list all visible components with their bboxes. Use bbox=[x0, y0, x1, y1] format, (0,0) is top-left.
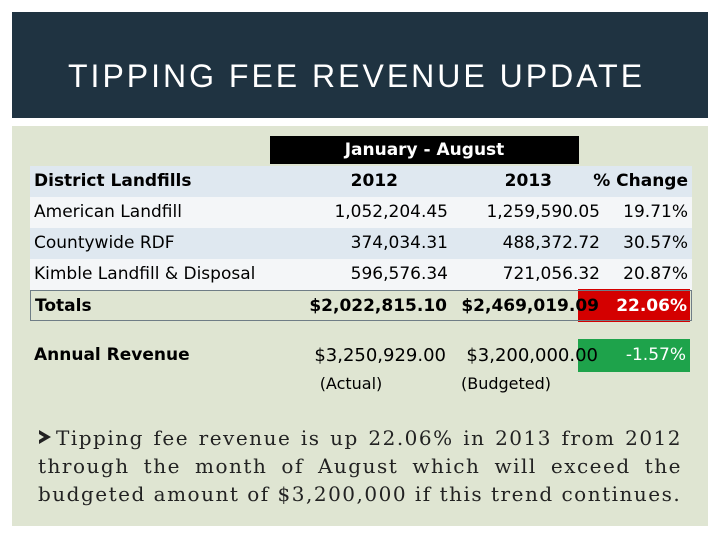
arrow-bullet-icon bbox=[38, 424, 56, 452]
row-name: Countywide RDF bbox=[34, 233, 175, 253]
row-2012: 1,052,204.45 bbox=[334, 202, 448, 222]
header-change: % Change bbox=[593, 171, 688, 191]
actual-note: (Actual) bbox=[319, 374, 383, 393]
row-2013: 488,372.72 bbox=[502, 233, 600, 253]
row-2012: 374,034.31 bbox=[350, 233, 448, 253]
header-district: District Landfills bbox=[34, 171, 192, 191]
title-bar: TIPPING FEE REVENUE UPDATE bbox=[12, 12, 708, 118]
budgeted-note: (Budgeted) bbox=[460, 374, 552, 393]
bullet-text: Tipping fee revenue is up 22.06% in 2013… bbox=[38, 426, 682, 506]
totals-row: Totals $2,022,815.10 $2,469,019.09 22.06… bbox=[30, 290, 692, 321]
row-2012: 596,576.34 bbox=[350, 264, 448, 284]
row-change: 20.87% bbox=[623, 264, 688, 284]
annual-change-highlight bbox=[578, 339, 690, 372]
table-header-row: District Landfills 2012 2013 % Change bbox=[30, 166, 692, 197]
annual-change: -1.57% bbox=[625, 345, 686, 365]
row-name: Kimble Landfill & Disposal bbox=[34, 264, 256, 284]
annual-budgeted: $3,200,000.00 bbox=[466, 345, 598, 366]
totals-change-highlight bbox=[578, 289, 690, 322]
header-2013: 2013 bbox=[504, 171, 552, 191]
totals-2012: $2,022,815.10 bbox=[309, 296, 447, 316]
table-row: American Landfill 1,052,204.45 1,259,590… bbox=[30, 197, 692, 228]
row-change: 30.57% bbox=[623, 233, 688, 253]
annual-actual: $3,250,929.00 bbox=[314, 345, 446, 366]
table-row: Countywide RDF 374,034.31 488,372.72 30.… bbox=[30, 228, 692, 259]
row-name: American Landfill bbox=[34, 202, 182, 222]
annual-label: Annual Revenue bbox=[34, 345, 190, 365]
table-row: Kimble Landfill & Disposal 596,576.34 72… bbox=[30, 259, 692, 290]
period-header: January - August bbox=[270, 136, 579, 164]
row-change: 19.71% bbox=[623, 202, 688, 222]
slide-title: TIPPING FEE REVENUE UPDATE bbox=[68, 58, 646, 94]
bullet-item: Tipping fee revenue is up 22.06% in 2013… bbox=[38, 424, 682, 508]
annual-revenue-row: Annual Revenue $3,250,929.00 $3,200,000.… bbox=[30, 339, 692, 372]
row-2013: 721,056.32 bbox=[502, 264, 600, 284]
header-2012: 2012 bbox=[350, 171, 398, 191]
row-2013: 1,259,590.05 bbox=[486, 202, 600, 222]
totals-change: 22.06% bbox=[616, 296, 687, 316]
totals-label: Totals bbox=[35, 296, 92, 316]
totals-2013: $2,469,019.09 bbox=[461, 296, 599, 316]
